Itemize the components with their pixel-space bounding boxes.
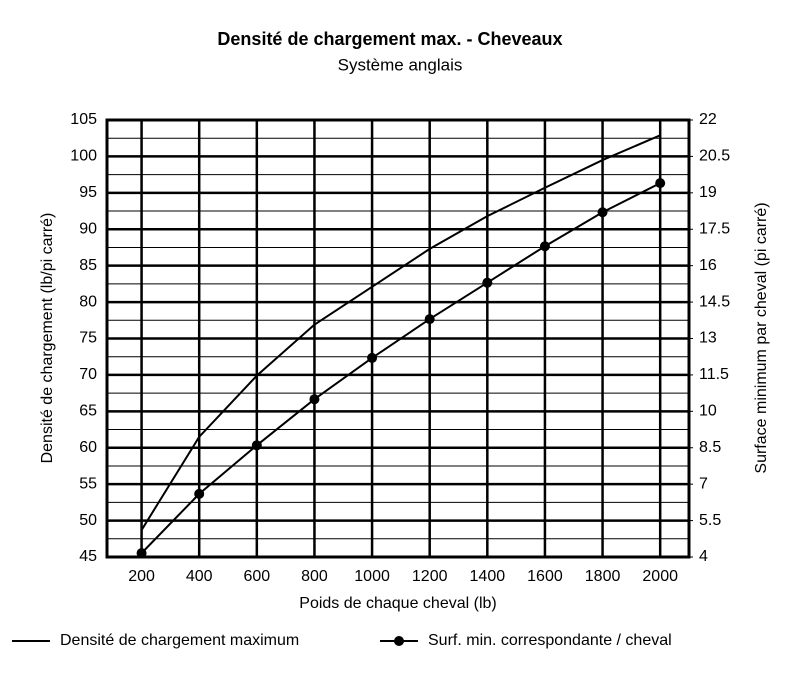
x-tick-label: 1200 <box>412 568 448 585</box>
x-tick-label: 1800 <box>585 568 621 585</box>
x-tick-label: 800 <box>301 568 328 585</box>
x-axis-label: Poids de chaque cheval (lb) <box>299 595 496 612</box>
y2-tick-label: 16 <box>699 257 717 274</box>
series-marker <box>597 207 608 218</box>
y2-tick-label: 14.5 <box>699 293 730 310</box>
y2-tick-label: 20.5 <box>699 148 730 165</box>
y-tick-label: 80 <box>79 293 97 310</box>
y2-tick-label: 19 <box>699 184 717 201</box>
x-tick-label: 1000 <box>354 568 390 585</box>
series-marker <box>309 394 320 405</box>
series-marker <box>655 178 666 189</box>
y2-tick-label: 11.5 <box>699 366 729 383</box>
series-marker <box>367 352 378 363</box>
series-marker <box>194 488 205 499</box>
series-marker <box>539 241 550 252</box>
y2-tick-label: 8.5 <box>699 439 721 456</box>
series-line <box>140 182 661 554</box>
y-tick-label: 85 <box>79 257 97 274</box>
x-tick-label: 2000 <box>642 568 678 585</box>
x-tick-label: 1600 <box>527 568 563 585</box>
legend-label: Densité de chargement maximum <box>60 632 299 649</box>
legend-marker <box>394 636 404 646</box>
x-tick-label: 1400 <box>470 568 506 585</box>
y-tick-label: 90 <box>79 220 97 237</box>
y-tick-label: 55 <box>79 475 97 492</box>
y-tick-label: 75 <box>79 330 97 347</box>
series-marker <box>136 548 147 559</box>
y-tick-label: 70 <box>79 366 97 383</box>
y-tick-label: 60 <box>79 439 97 456</box>
legend-label: Surf. min. correspondante / cheval <box>428 632 672 649</box>
series-marker <box>482 277 493 288</box>
y2-axis-label: Surface minimum par cheval (pi carré) <box>753 202 770 473</box>
y2-tick-label: 5.5 <box>699 512 721 529</box>
y-tick-label: 95 <box>79 184 97 201</box>
y-tick-label: 50 <box>79 512 97 529</box>
chart-subtitle: Système anglais <box>338 55 463 74</box>
y2-tick-label: 13 <box>699 330 717 347</box>
plot-frame <box>105 118 691 559</box>
y-tick-label: 45 <box>79 548 97 565</box>
y2-tick-label: 4 <box>699 548 708 565</box>
y-axis-label: Densité de chargement (lb/pi carré) <box>39 213 56 464</box>
y2-tick-label: 10 <box>699 403 717 420</box>
y2-tick-label: 22 <box>699 111 717 128</box>
x-tick-label: 200 <box>128 568 155 585</box>
y2-tick-label: 17.5 <box>699 220 730 237</box>
y-tick-label: 65 <box>79 403 97 420</box>
x-tick-label: 400 <box>186 568 213 585</box>
y-tick-label: 100 <box>70 148 97 165</box>
y-tick-label: 105 <box>70 111 97 128</box>
x-tick-label: 600 <box>243 568 270 585</box>
y2-tick-label: 7 <box>699 475 708 492</box>
series-line <box>140 134 661 531</box>
series-marker <box>251 440 262 451</box>
series-marker <box>424 314 435 325</box>
chart-title: Densité de chargement max. - Cheveaux <box>217 29 562 49</box>
